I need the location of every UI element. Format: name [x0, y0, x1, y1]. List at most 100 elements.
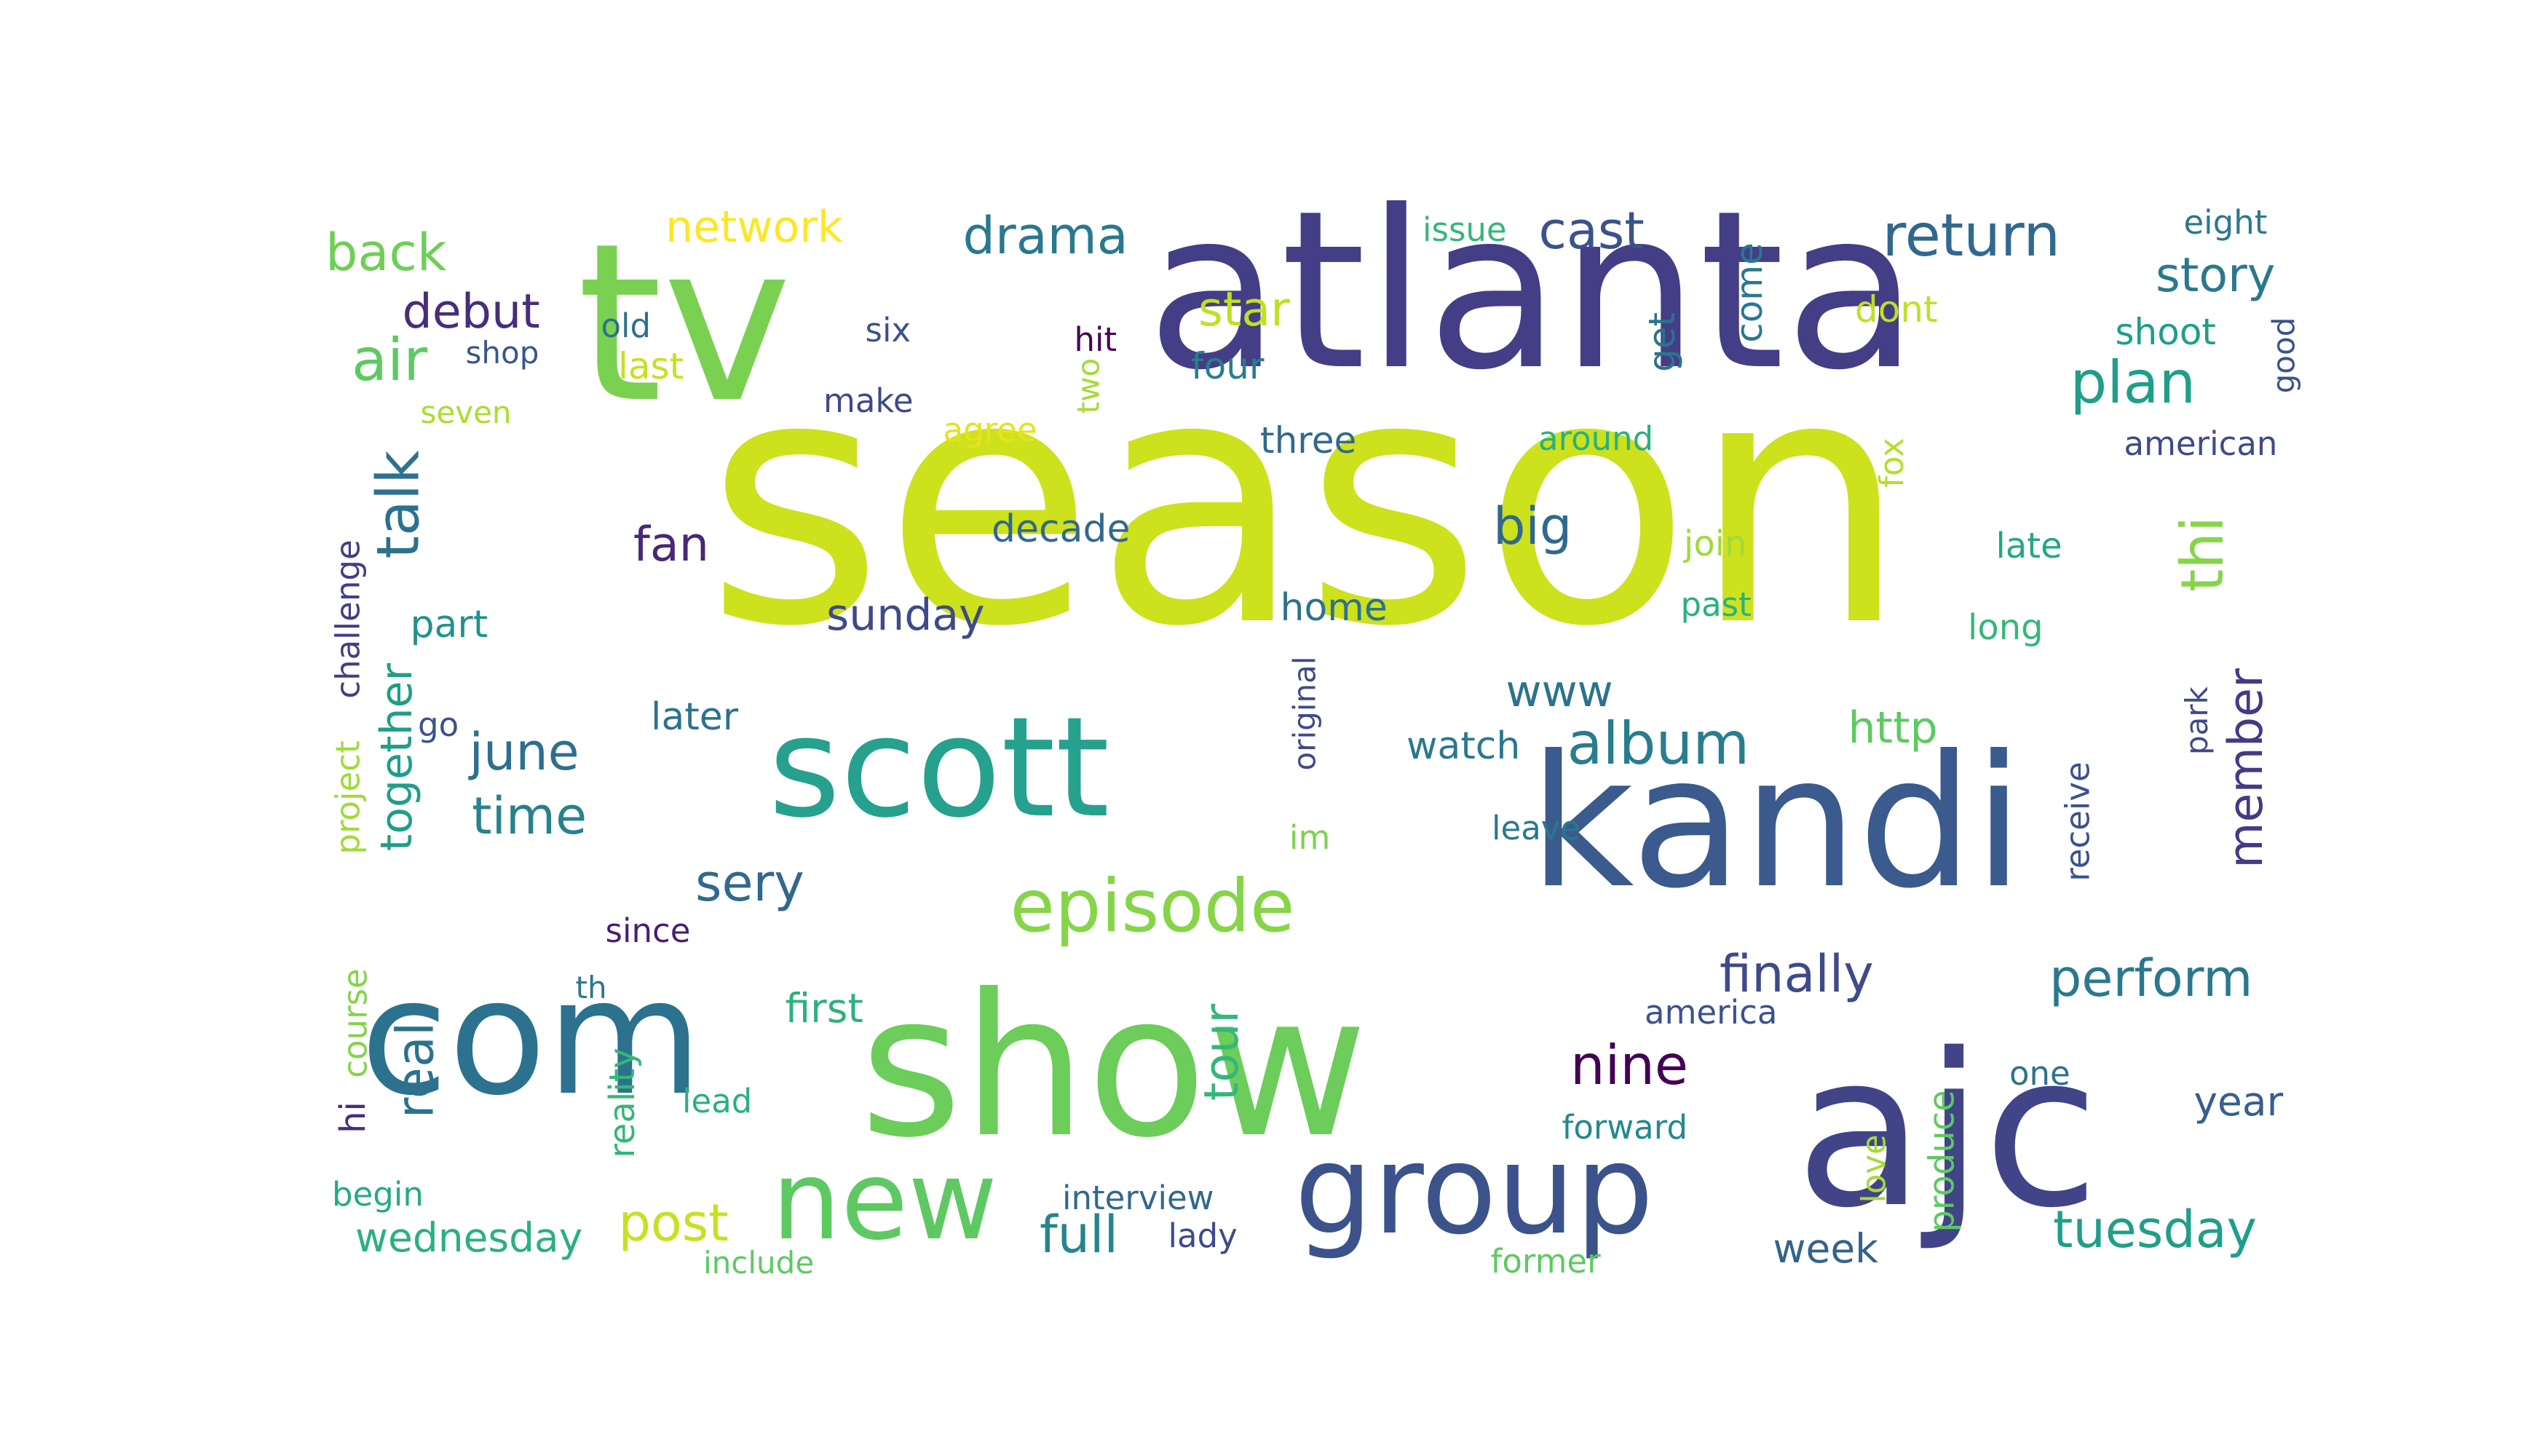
cloud-word-produce: produce	[1921, 1090, 1963, 1233]
cloud-word-interview: interview	[1062, 1178, 1214, 1217]
cloud-word-new: new	[772, 1138, 998, 1265]
cloud-word-original: original	[1286, 656, 1322, 771]
cloud-word-two: two	[1069, 357, 1106, 414]
cloud-word-later: later	[651, 695, 739, 739]
cloud-word-thi: thi	[2169, 515, 2237, 593]
cloud-word-agree: agree	[943, 410, 1037, 449]
cloud-word-sery: sery	[695, 853, 804, 913]
cloud-word-make: make	[823, 381, 914, 420]
cloud-word-album: album	[1567, 710, 1750, 778]
cloud-word-last: last	[618, 345, 684, 387]
cloud-word-tuesday: tuesday	[2053, 1200, 2258, 1259]
cloud-word-scott: scott	[768, 687, 1110, 848]
cloud-word-big: big	[1493, 496, 1572, 556]
cloud-word-love: love	[1854, 1133, 1894, 1203]
cloud-word-cast: cast	[1538, 201, 1645, 261]
cloud-word-return: return	[1882, 202, 2061, 269]
cloud-word-fox: fox	[1872, 437, 1911, 488]
cloud-word-tour: tour	[1194, 1003, 1249, 1101]
cloud-word-park: park	[2179, 687, 2215, 755]
cloud-word-part: part	[410, 603, 488, 646]
cloud-word-go: go	[418, 705, 459, 744]
cloud-word-first: first	[785, 984, 863, 1032]
cloud-word-project: project	[328, 740, 368, 855]
cloud-word-fan: fan	[633, 517, 709, 572]
cloud-word-perform: perform	[2049, 949, 2253, 1008]
cloud-word-th: th	[575, 970, 607, 1005]
cloud-word-air: air	[352, 326, 428, 394]
cloud-word-late: late	[1995, 526, 2062, 566]
cloud-word-dont: dont	[1855, 288, 1938, 331]
cloud-word-show: show	[860, 951, 1368, 1181]
cloud-word-home: home	[1280, 586, 1388, 630]
cloud-word-get: get	[1641, 312, 1684, 373]
cloud-word-receive: receive	[2058, 761, 2097, 882]
cloud-word-wednesday: wednesday	[355, 1214, 583, 1261]
cloud-word-challenge: challenge	[328, 539, 368, 699]
cloud-word-issue: issue	[1423, 210, 1507, 249]
cloud-word-old: old	[601, 306, 652, 345]
cloud-word-season: season	[705, 303, 1909, 701]
cloud-word-reality: reality	[601, 1048, 643, 1158]
cloud-word-hit: hit	[1074, 320, 1117, 359]
cloud-word-post: post	[618, 1193, 729, 1253]
cloud-word-im: im	[1289, 818, 1331, 857]
cloud-word-decade: decade	[992, 507, 1131, 551]
cloud-word-seven: seven	[420, 395, 512, 430]
cloud-word-good: good	[2265, 317, 2301, 394]
cloud-word-tv: tv	[577, 197, 792, 451]
cloud-word-former: former	[1490, 1241, 1601, 1281]
cloud-word-ajc: ajc	[1795, 1009, 2100, 1254]
cloud-word-real: real	[384, 1021, 445, 1119]
cloud-word-lady: lady	[1168, 1216, 1238, 1255]
cloud-word-network: network	[665, 202, 843, 253]
cloud-word-four: four	[1191, 345, 1265, 387]
cloud-word-since: since	[605, 911, 691, 950]
cloud-word-six: six	[865, 310, 911, 349]
cloud-word-shoot: shoot	[2115, 311, 2217, 353]
cloud-word-shop: shop	[465, 335, 539, 371]
cloud-word-hi: hi	[332, 1101, 373, 1133]
cloud-word-http: http	[1848, 703, 1938, 753]
cloud-word-com: com	[360, 944, 703, 1131]
cloud-word-member: member	[2218, 668, 2274, 869]
cloud-word-one: one	[2009, 1053, 2070, 1093]
cloud-word-watch: watch	[1406, 724, 1521, 768]
cloud-word-three: three	[1260, 419, 1357, 462]
cloud-word-star: star	[1198, 282, 1290, 337]
cloud-word-debut: debut	[402, 284, 540, 339]
cloud-word-drama: drama	[962, 206, 1128, 266]
cloud-word-plan: plan	[2070, 349, 2196, 416]
cloud-word-full: full	[1040, 1205, 1118, 1265]
cloud-word-week: week	[1773, 1224, 1879, 1272]
cloud-word-june: june	[469, 722, 579, 782]
cloud-word-include: include	[703, 1245, 815, 1281]
cloud-word-american: american	[2124, 424, 2278, 463]
cloud-word-www: www	[1506, 666, 1613, 717]
cloud-word-around: around	[1538, 419, 1654, 458]
cloud-word-time: time	[472, 786, 587, 846]
cloud-word-america: america	[1645, 992, 1778, 1032]
cloud-word-course: course	[336, 968, 375, 1078]
cloud-word-past: past	[1680, 585, 1752, 624]
cloud-word-talk: talk	[363, 450, 432, 559]
cloud-word-atlanta: atlanta	[1147, 164, 1919, 418]
cloud-word-back: back	[325, 223, 447, 282]
cloud-word-kandi: kandi	[1529, 716, 2025, 928]
cloud-word-sunday: sunday	[826, 590, 985, 641]
cloud-word-begin: begin	[332, 1174, 424, 1214]
cloud-word-finally: finally	[1720, 944, 1874, 1004]
cloud-word-come: come	[1728, 242, 1770, 343]
cloud-word-nine: nine	[1570, 1032, 1689, 1097]
cloud-word-episode: episode	[1010, 863, 1295, 949]
cloud-word-long: long	[1968, 607, 2043, 648]
cloud-word-eight: eight	[2183, 202, 2268, 242]
cloud-word-together: together	[371, 662, 423, 852]
cloud-word-lead: lead	[682, 1081, 753, 1120]
cloud-word-group: group	[1294, 1118, 1654, 1262]
cloud-word-year: year	[2193, 1077, 2284, 1125]
cloud-word-join: join	[1684, 523, 1747, 564]
cloud-word-forward: forward	[1562, 1107, 1688, 1147]
cloud-word-leave: leave	[1492, 808, 1581, 847]
